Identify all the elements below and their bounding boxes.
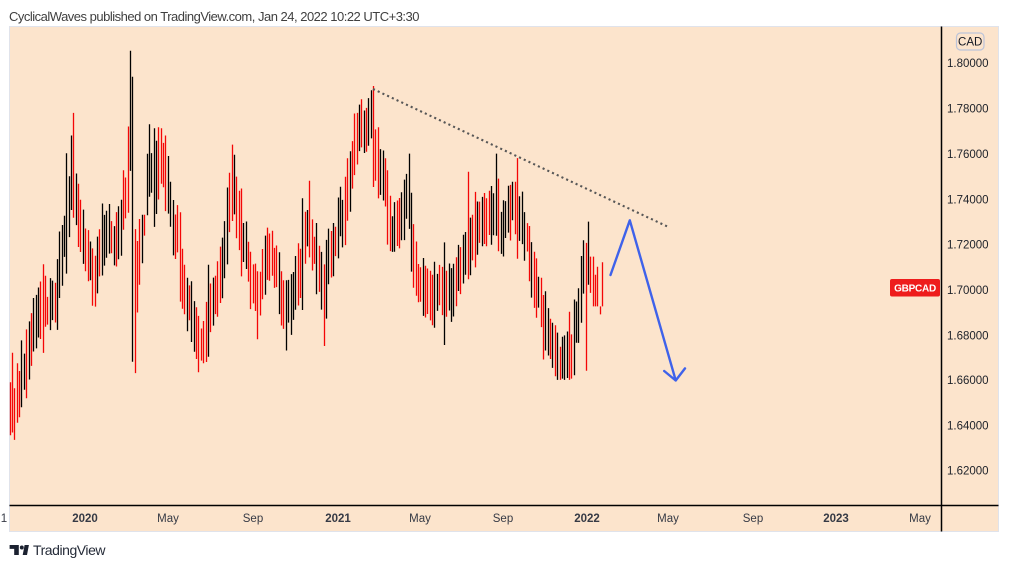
svg-text:Sep: Sep [243, 513, 263, 525]
svg-text:1.70000: 1.70000 [947, 285, 989, 297]
svg-text:1.76000: 1.76000 [947, 149, 989, 161]
svg-text:1.78000: 1.78000 [947, 104, 989, 116]
svg-text:1.72000: 1.72000 [947, 240, 989, 252]
svg-text:GBPCAD: GBPCAD [894, 284, 936, 295]
svg-text:1.66000: 1.66000 [947, 375, 989, 387]
svg-text:May: May [409, 513, 431, 525]
svg-text:2020: 2020 [72, 513, 98, 525]
svg-text:1.64000: 1.64000 [947, 421, 989, 433]
svg-text:2021: 2021 [325, 513, 351, 525]
svg-text:Sep: Sep [493, 513, 513, 525]
svg-text:2023: 2023 [823, 513, 849, 525]
svg-text:CAD: CAD [958, 37, 982, 49]
svg-text:May: May [909, 513, 931, 525]
svg-text:Sep: Sep [743, 513, 763, 525]
svg-text:May: May [657, 513, 679, 525]
svg-text:May: May [157, 513, 179, 525]
svg-text:2022: 2022 [574, 513, 600, 525]
svg-text:1.80000: 1.80000 [947, 58, 989, 70]
svg-text:1.68000: 1.68000 [947, 331, 989, 343]
svg-text:1: 1 [1, 513, 7, 525]
svg-text:1.74000: 1.74000 [947, 195, 989, 207]
svg-text:1.62000: 1.62000 [947, 466, 989, 478]
